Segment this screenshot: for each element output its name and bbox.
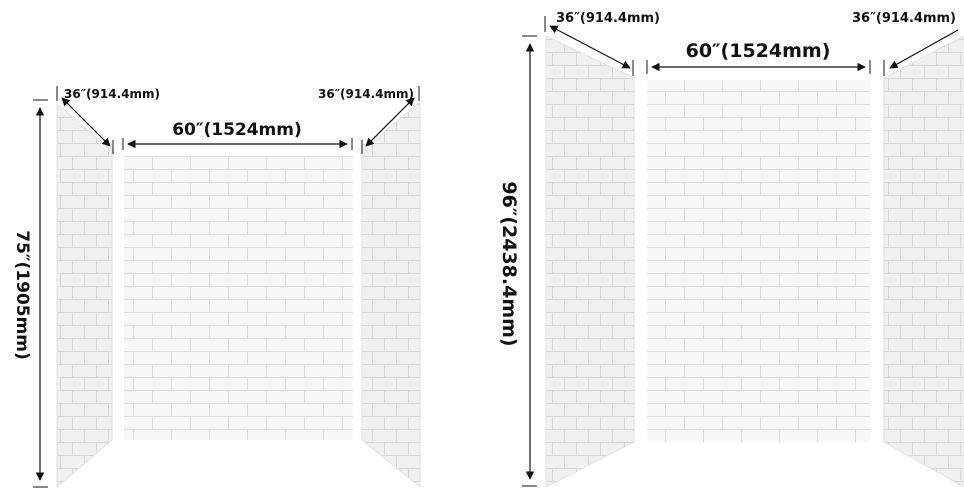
left-depth-label: 36″(914.4mm) bbox=[556, 11, 660, 26]
left-side-panel bbox=[56, 102, 113, 488]
right-side-panel bbox=[361, 100, 421, 488]
right-depth-dimension: 36″(914.4mm) bbox=[318, 86, 420, 154]
left-depth-label: 36″(914.4mm) bbox=[64, 87, 160, 101]
left-depth-dimension: 36″(914.4mm) bbox=[544, 11, 660, 76]
back-width-label: 60″(1524mm) bbox=[686, 40, 831, 62]
height-label: 96″(2438.4mm) bbox=[498, 181, 520, 346]
panel-kit-96: 96″(2438.4mm) 60″(1524mm) 36″(914.4mm) 3… bbox=[498, 11, 964, 488]
panel-kit-75: 75″(1905mm) 60″(1524mm) 36″(914.4mm) 36″… bbox=[12, 86, 421, 488]
right-depth-label: 36″(914.4mm) bbox=[852, 11, 956, 26]
right-depth-label: 36″(914.4mm) bbox=[318, 87, 414, 101]
left-depth-dimension: 36″(914.4mm) bbox=[56, 86, 160, 154]
right-depth-dimension: 36″(914.4mm) bbox=[852, 11, 959, 76]
left-side-panel bbox=[545, 35, 635, 488]
height-dimension: 75″(1905mm) bbox=[12, 99, 48, 488]
right-side-panel bbox=[883, 35, 964, 488]
back-width-dimension: 60″(1524mm) bbox=[646, 40, 871, 74]
back-width-label: 60″(1524mm) bbox=[172, 120, 302, 140]
back-panel bbox=[647, 80, 870, 442]
height-label: 75″(1905mm) bbox=[12, 230, 32, 360]
back-width-dimension: 60″(1524mm) bbox=[122, 120, 353, 150]
height-dimension: 96″(2438.4mm) bbox=[498, 35, 537, 487]
back-panel bbox=[124, 156, 353, 440]
